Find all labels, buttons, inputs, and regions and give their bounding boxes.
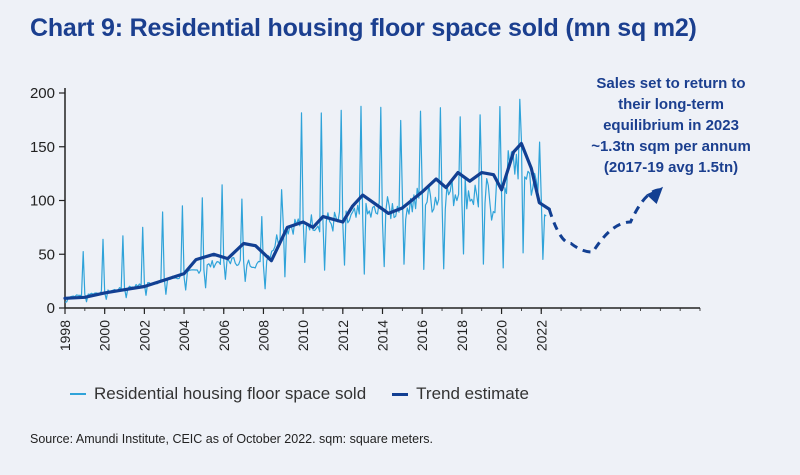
x-tick-label: 2014 bbox=[375, 320, 391, 351]
annotation-line: ~1.3tn sqm per annum bbox=[591, 138, 751, 155]
x-tick-label: 2012 bbox=[335, 320, 351, 351]
source-note: Source: Amundi Institute, CEIC as of Oct… bbox=[30, 432, 433, 446]
y-tick-label: 50 bbox=[38, 246, 55, 263]
legend-item-raw: Residential housing floor space sold bbox=[70, 384, 366, 404]
series-residential-floor-space bbox=[64, 98, 547, 303]
legend-label-raw: Residential housing floor space sold bbox=[94, 384, 367, 403]
legend-label-trend: Trend estimate bbox=[416, 384, 529, 403]
series-projection-arrow bbox=[547, 186, 664, 254]
legend: Residential housing floor space sold Tre… bbox=[70, 384, 555, 404]
y-tick-label: 100 bbox=[30, 193, 55, 210]
projection-arrowhead bbox=[646, 186, 664, 205]
series-line-trend bbox=[63, 141, 551, 300]
x-tick-label: 2008 bbox=[255, 320, 271, 351]
y-tick-label: 0 bbox=[47, 300, 55, 317]
legend-swatch-raw bbox=[70, 393, 86, 395]
x-tick-label: 2010 bbox=[295, 320, 311, 351]
x-tick-label: 2004 bbox=[176, 320, 192, 351]
y-tick-label: 150 bbox=[30, 139, 55, 156]
x-tick-label: 2020 bbox=[494, 320, 510, 351]
legend-item-trend: Trend estimate bbox=[392, 384, 529, 404]
x-tick-label: 1998 bbox=[57, 320, 73, 351]
x-tick-label: 2018 bbox=[454, 320, 470, 351]
annotation-line: (2017-19 avg 1.5tn) bbox=[604, 159, 738, 176]
x-tick-label: 2006 bbox=[216, 320, 232, 351]
annotation-line: Sales set to return to bbox=[596, 75, 745, 92]
axes: 0 50 100 150 200 1998 2000 2002 2004 2006 2008 2010… bbox=[30, 85, 701, 351]
x-tick-label: 2016 bbox=[414, 320, 430, 351]
series-trend-estimate bbox=[63, 141, 551, 300]
annotation-line: equilibrium in 2023 bbox=[603, 117, 739, 134]
x-tick-label: 2000 bbox=[97, 320, 113, 351]
series-line-raw bbox=[64, 98, 547, 303]
x-tick-label: 2022 bbox=[533, 320, 549, 351]
projection-line bbox=[547, 188, 661, 254]
chart-title: Chart 9: Residential housing floor space… bbox=[30, 14, 697, 42]
legend-swatch-trend bbox=[392, 392, 409, 396]
y-tick-label: 200 bbox=[30, 85, 55, 102]
annotation-text: Sales set to return to their long-term equ… bbox=[591, 75, 751, 176]
x-tick-label: 2002 bbox=[136, 320, 152, 351]
annotation-line: their long-term bbox=[618, 96, 724, 113]
